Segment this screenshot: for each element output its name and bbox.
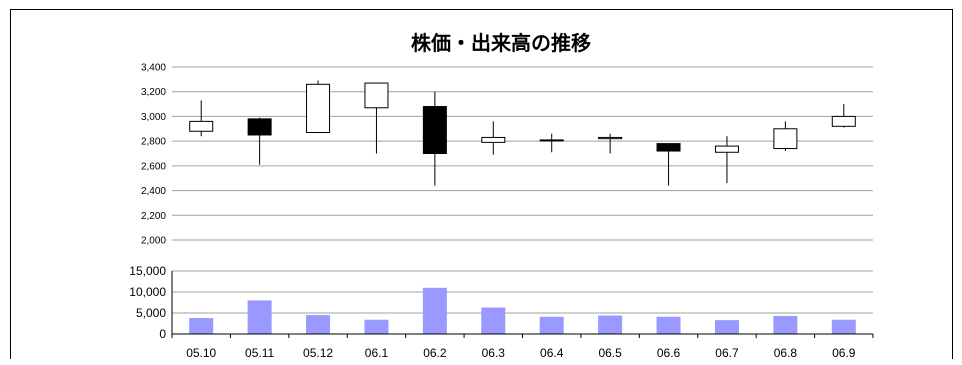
candle-body — [539, 139, 564, 142]
volume-bars — [189, 287, 856, 334]
price-tick-label: 2,200 — [141, 211, 166, 222]
candle-body — [598, 136, 623, 140]
volume-bar — [656, 316, 681, 334]
x-tick-label: 06.3 — [482, 346, 506, 360]
candle-body — [422, 106, 447, 154]
candle-body — [481, 136, 506, 143]
price-tick-label: 3,400 — [141, 63, 166, 74]
x-tick-label: 06.8 — [774, 346, 798, 360]
price-y-axis: 2,000 2,200 2,400 2,600 2,800 3,000 3,200 3,400 — [141, 63, 166, 247]
x-axis: 05.10 05.11 05.12 06.1 06.2 06.3 06.4 06.5 06.6 0… — [171, 333, 874, 360]
volume-bar — [247, 300, 272, 334]
x-tick-label: 06.4 — [540, 346, 564, 360]
x-tick-label: 06.2 — [423, 346, 447, 360]
x-tick-label: 05.11 — [245, 346, 274, 360]
price-gridlines — [172, 66, 873, 241]
volume-gridlines — [171, 270, 873, 334]
price-tick-label: 2,400 — [141, 186, 166, 197]
volume-tick-label: 0 — [159, 327, 166, 341]
candle-body — [306, 83, 331, 133]
price-tick-label: 3,000 — [141, 112, 166, 123]
x-tick-label: 06.7 — [715, 346, 739, 360]
price-tick-label: 2,000 — [141, 236, 166, 247]
volume-bar — [422, 287, 447, 334]
volume-bar — [189, 318, 214, 334]
volume-tick-label: 10,000 — [129, 285, 166, 299]
volume-bar — [481, 307, 506, 334]
candle-body — [364, 82, 389, 109]
volume-bar — [539, 316, 564, 334]
volume-bar — [831, 319, 856, 334]
volume-bar — [306, 315, 331, 334]
candle-body — [189, 120, 214, 132]
candle-body — [831, 115, 856, 127]
candle-body — [773, 128, 798, 150]
price-tick-label: 2,800 — [141, 137, 166, 148]
x-tick-label: 06.9 — [832, 346, 856, 360]
volume-bar — [364, 319, 389, 334]
price-tick-label: 2,600 — [141, 161, 166, 172]
x-tick-label: 05.10 — [186, 346, 216, 360]
candlesticks — [189, 80, 856, 186]
candle-body — [714, 145, 739, 153]
chart-title: 株価・出来高の推移 — [411, 31, 591, 55]
chart-frame — [10, 9, 953, 359]
x-tick-label: 05.12 — [303, 346, 333, 360]
volume-bar — [598, 315, 623, 334]
price-tick-label: 3,200 — [141, 87, 166, 98]
volume-tick-label: 5,000 — [136, 306, 166, 320]
volume-bar — [714, 320, 739, 334]
x-tick-label: 06.6 — [657, 346, 681, 360]
candle-body — [656, 143, 681, 152]
x-tick-label: 06.5 — [598, 346, 622, 360]
candle-body — [247, 118, 272, 136]
volume-bar — [773, 315, 798, 334]
volume-y-axis: 0 5,000 10,000 15,000 — [129, 264, 166, 341]
volume-tick-label: 15,000 — [129, 264, 166, 278]
x-tick-label: 06.1 — [365, 346, 389, 360]
